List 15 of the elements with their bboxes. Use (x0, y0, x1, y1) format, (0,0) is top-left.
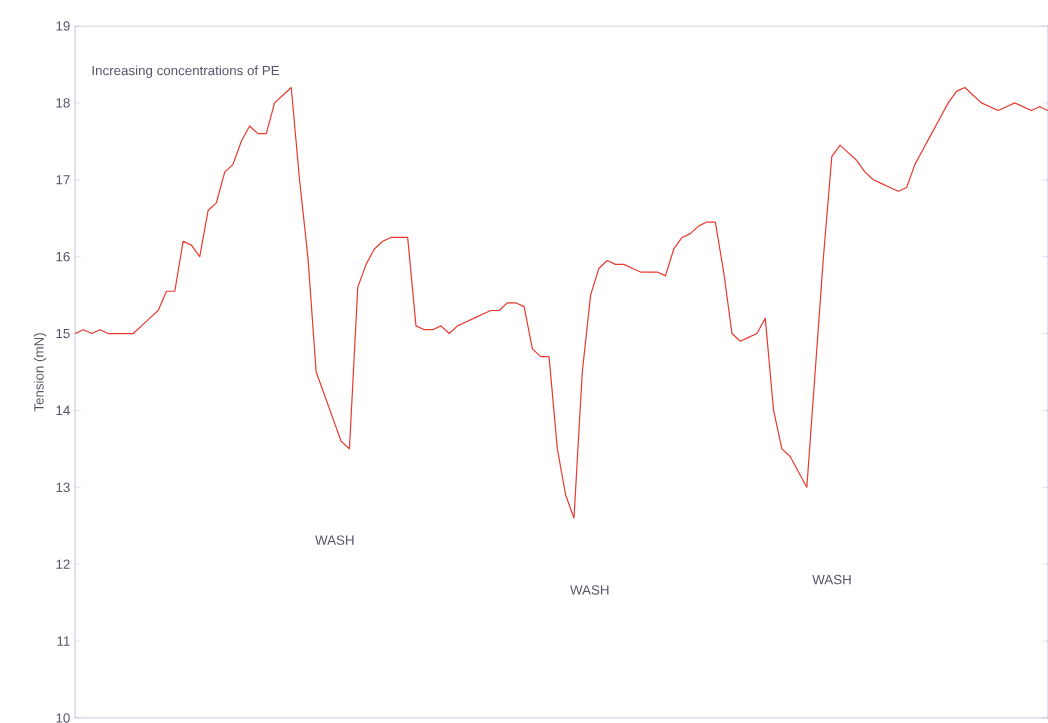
y-tick-label: 15 (56, 328, 70, 339)
annotation: WASH (570, 585, 609, 595)
y-tick-label: 14 (56, 405, 70, 416)
y-tick-label: 10 (56, 713, 70, 723)
annotation: WASH (812, 574, 851, 585)
y-tick-label: 17 (56, 175, 70, 185)
y-tick-label: 18 (56, 98, 70, 108)
annotation: WASH (315, 535, 354, 545)
y-tick-label: 13 (56, 482, 70, 493)
y-axis-title: Tension (mN) (33, 333, 47, 412)
annotation: Increasing concentrations of PE (92, 65, 280, 78)
y-tick-label: 12 (56, 559, 70, 569)
y-tick-label: 16 (56, 251, 70, 262)
y-tick-label: 19 (56, 21, 70, 31)
y-tick-label: 11 (57, 636, 70, 646)
